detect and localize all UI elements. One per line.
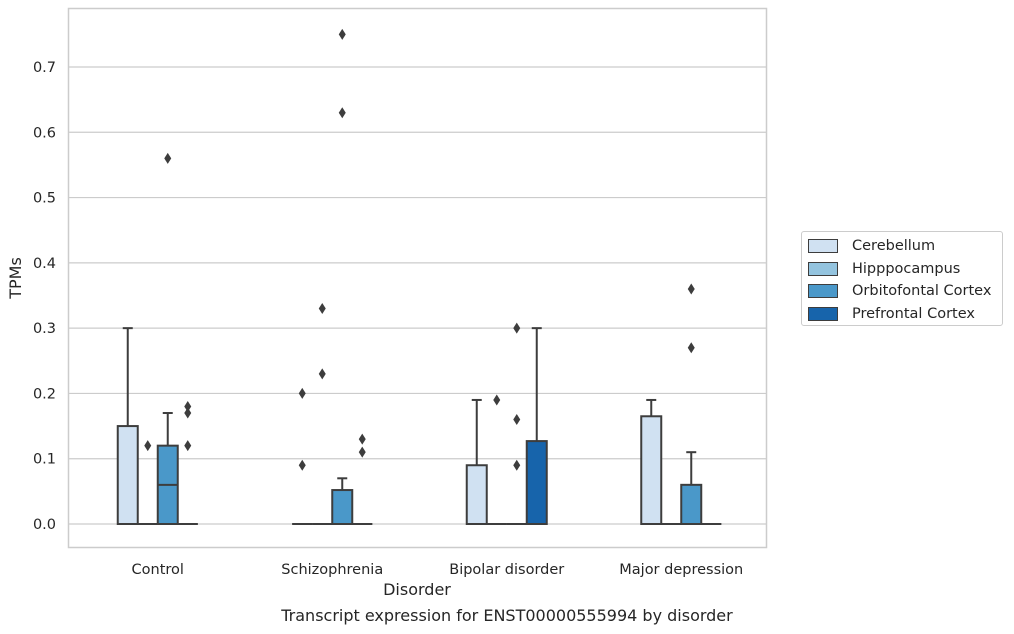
legend-label: Prefrontal Cortex: [852, 305, 975, 322]
outlier-point: [513, 459, 521, 471]
box-body: [465, 464, 488, 525]
outlier-point: [338, 107, 346, 119]
y-tick-label: 0.0: [33, 517, 56, 533]
box-hipppocampus: [137, 440, 158, 525]
boxes-group: [116, 28, 722, 526]
box-prefrontal-cortex: [352, 433, 373, 525]
outlier-point: [338, 28, 346, 40]
x-tick-label: Control: [132, 562, 184, 578]
legend-item: Orbitofontal Cortex: [808, 280, 996, 303]
outlier-point: [298, 387, 306, 399]
y-tick-label: 0.4: [33, 256, 56, 272]
outlier-point: [687, 283, 695, 295]
outlier-point: [318, 303, 326, 315]
outlier-point: [358, 446, 366, 458]
y-tick-label: 0.2: [33, 386, 56, 402]
outlier-point: [493, 394, 501, 406]
outlier-point: [184, 407, 192, 419]
box-prefrontal-cortex: [177, 400, 198, 525]
box-cerebellum: [465, 398, 488, 525]
y-tick-label: 0.3: [33, 321, 56, 337]
box-body: [525, 440, 548, 525]
legend-label: Orbitofontal Cortex: [852, 283, 992, 300]
box-body: [116, 425, 139, 526]
legend-label: Hipppocampus: [852, 260, 961, 277]
legend-swatch: [808, 239, 838, 254]
box-cerebellum: [116, 327, 139, 526]
box-orbitofontal-cortex: [331, 28, 354, 525]
box-prefrontal-cortex: [525, 327, 548, 525]
x-tick-label: Major depression: [619, 562, 743, 578]
legend-swatch: [808, 284, 838, 299]
outlier-point: [358, 433, 366, 445]
box-body: [680, 483, 703, 526]
legend-item: Cerebellum: [808, 235, 996, 258]
legend-swatch: [808, 261, 838, 276]
y-tick-labels: 0.0 0.1 0.2 0.3 0.4 0.5 0.6 0.7: [33, 60, 56, 533]
box-hipppocampus: [312, 303, 333, 525]
outlier-point: [184, 400, 192, 412]
box-orbitofontal-cortex: [506, 322, 527, 525]
legend-swatch: [808, 306, 838, 321]
legend-item: Prefrontal Cortex: [808, 303, 996, 326]
box-cerebellum: [292, 387, 313, 525]
x-tick-label: Bipolar disorder: [449, 562, 564, 578]
y-tick-label: 0.1: [33, 452, 56, 468]
legend-item: Hipppocampus: [808, 258, 996, 281]
box-body: [331, 489, 354, 525]
outlier-point: [318, 368, 326, 380]
outlier-point: [513, 414, 521, 426]
box-orbitofontal-cortex: [680, 283, 703, 526]
y-tick-label: 0.5: [33, 191, 56, 207]
outlier-point: [687, 342, 695, 354]
box-cerebellum: [640, 398, 663, 525]
y-tick-label: 0.7: [33, 60, 56, 76]
outlier-point: [144, 440, 152, 452]
x-tick-label: Schizophrenia: [281, 562, 383, 578]
plot-frame: [67, 7, 768, 549]
figure-caption: Transcript expression for ENST0000055599…: [281, 606, 733, 625]
box-orbitofontal-cortex: [156, 152, 179, 525]
box-body: [640, 415, 663, 525]
outlier-point: [513, 322, 521, 334]
x-tick-labels: Control Schizophrenia Bipolar disorder Majo…: [132, 562, 744, 578]
outlier-point: [184, 440, 192, 452]
outlier-point: [298, 459, 306, 471]
y-axis-label: TPMs: [6, 257, 25, 300]
y-tick-label: 0.6: [33, 125, 56, 141]
outlier-point: [164, 152, 172, 164]
legend-label: Cerebellum: [852, 238, 936, 255]
x-axis-label: Disorder: [383, 580, 451, 599]
box-hipppocampus: [486, 394, 507, 525]
legend: Cerebellum Hipppocampus Orbitofontal Corte…: [801, 231, 1003, 326]
